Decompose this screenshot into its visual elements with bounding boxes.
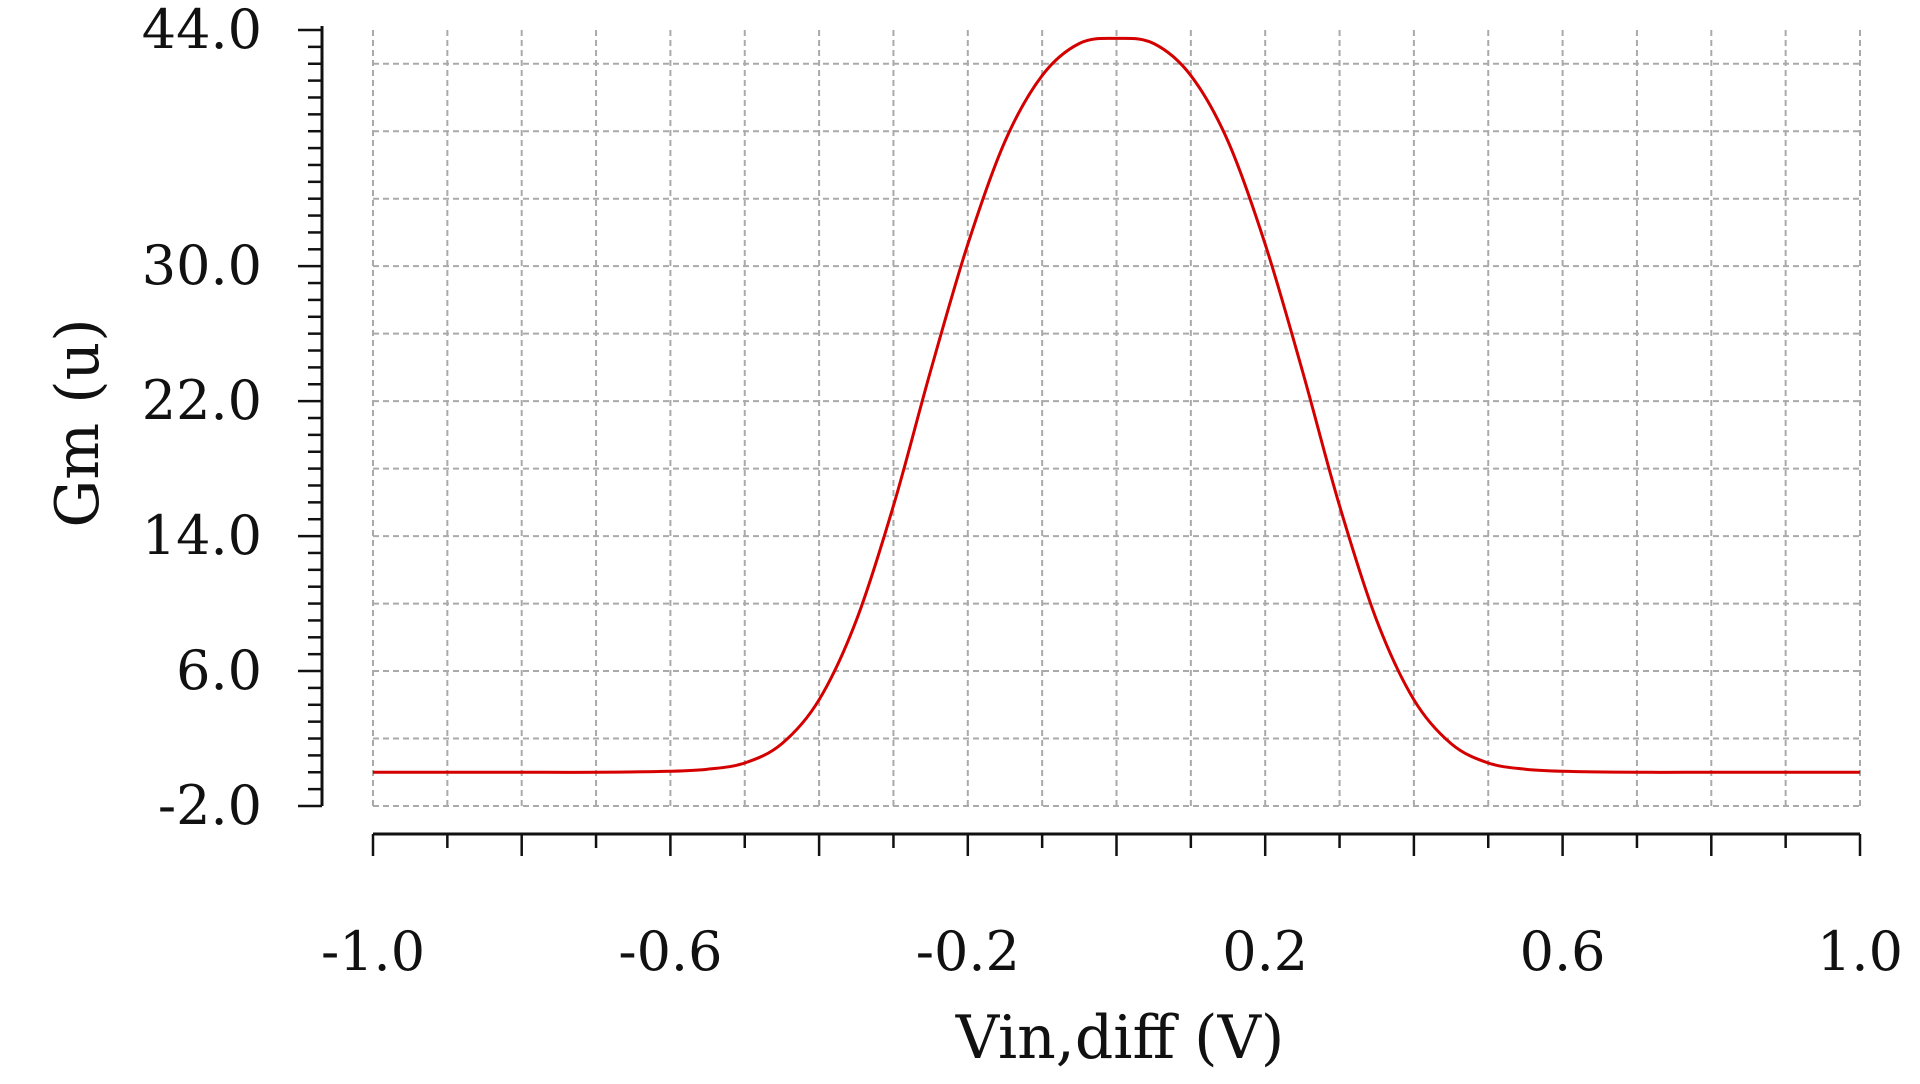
x-axis-label: Vin,diff (V) <box>955 1003 1285 1073</box>
x-tick-label: -0.2 <box>916 920 1020 983</box>
y-tick-label: 6.0 <box>176 639 262 702</box>
series-layer <box>373 36 1860 774</box>
x-tick-label: 0.6 <box>1520 920 1606 983</box>
y-tick-label: 14.0 <box>142 504 262 567</box>
x-tick-label: 0.2 <box>1222 920 1308 983</box>
y-tick-label: 44.0 <box>142 0 262 61</box>
y-tick-label: 22.0 <box>142 369 262 432</box>
x-tick-label: -1.0 <box>321 920 425 983</box>
y-tick-label: -2.0 <box>158 774 262 837</box>
axes: 44.0 30.0 22.0 14.0 6.0 -2.0 -1.0 -0.6 -0.2 0.2 0.… <box>142 0 1903 983</box>
grid <box>372 30 1861 807</box>
x-tick-label: -0.6 <box>618 920 722 983</box>
series-line <box>373 36 1860 774</box>
y-tick-label: 30.0 <box>142 234 262 297</box>
y-axis-label: Gm (u) <box>43 318 113 527</box>
x-tick-label: 1.0 <box>1817 920 1903 983</box>
